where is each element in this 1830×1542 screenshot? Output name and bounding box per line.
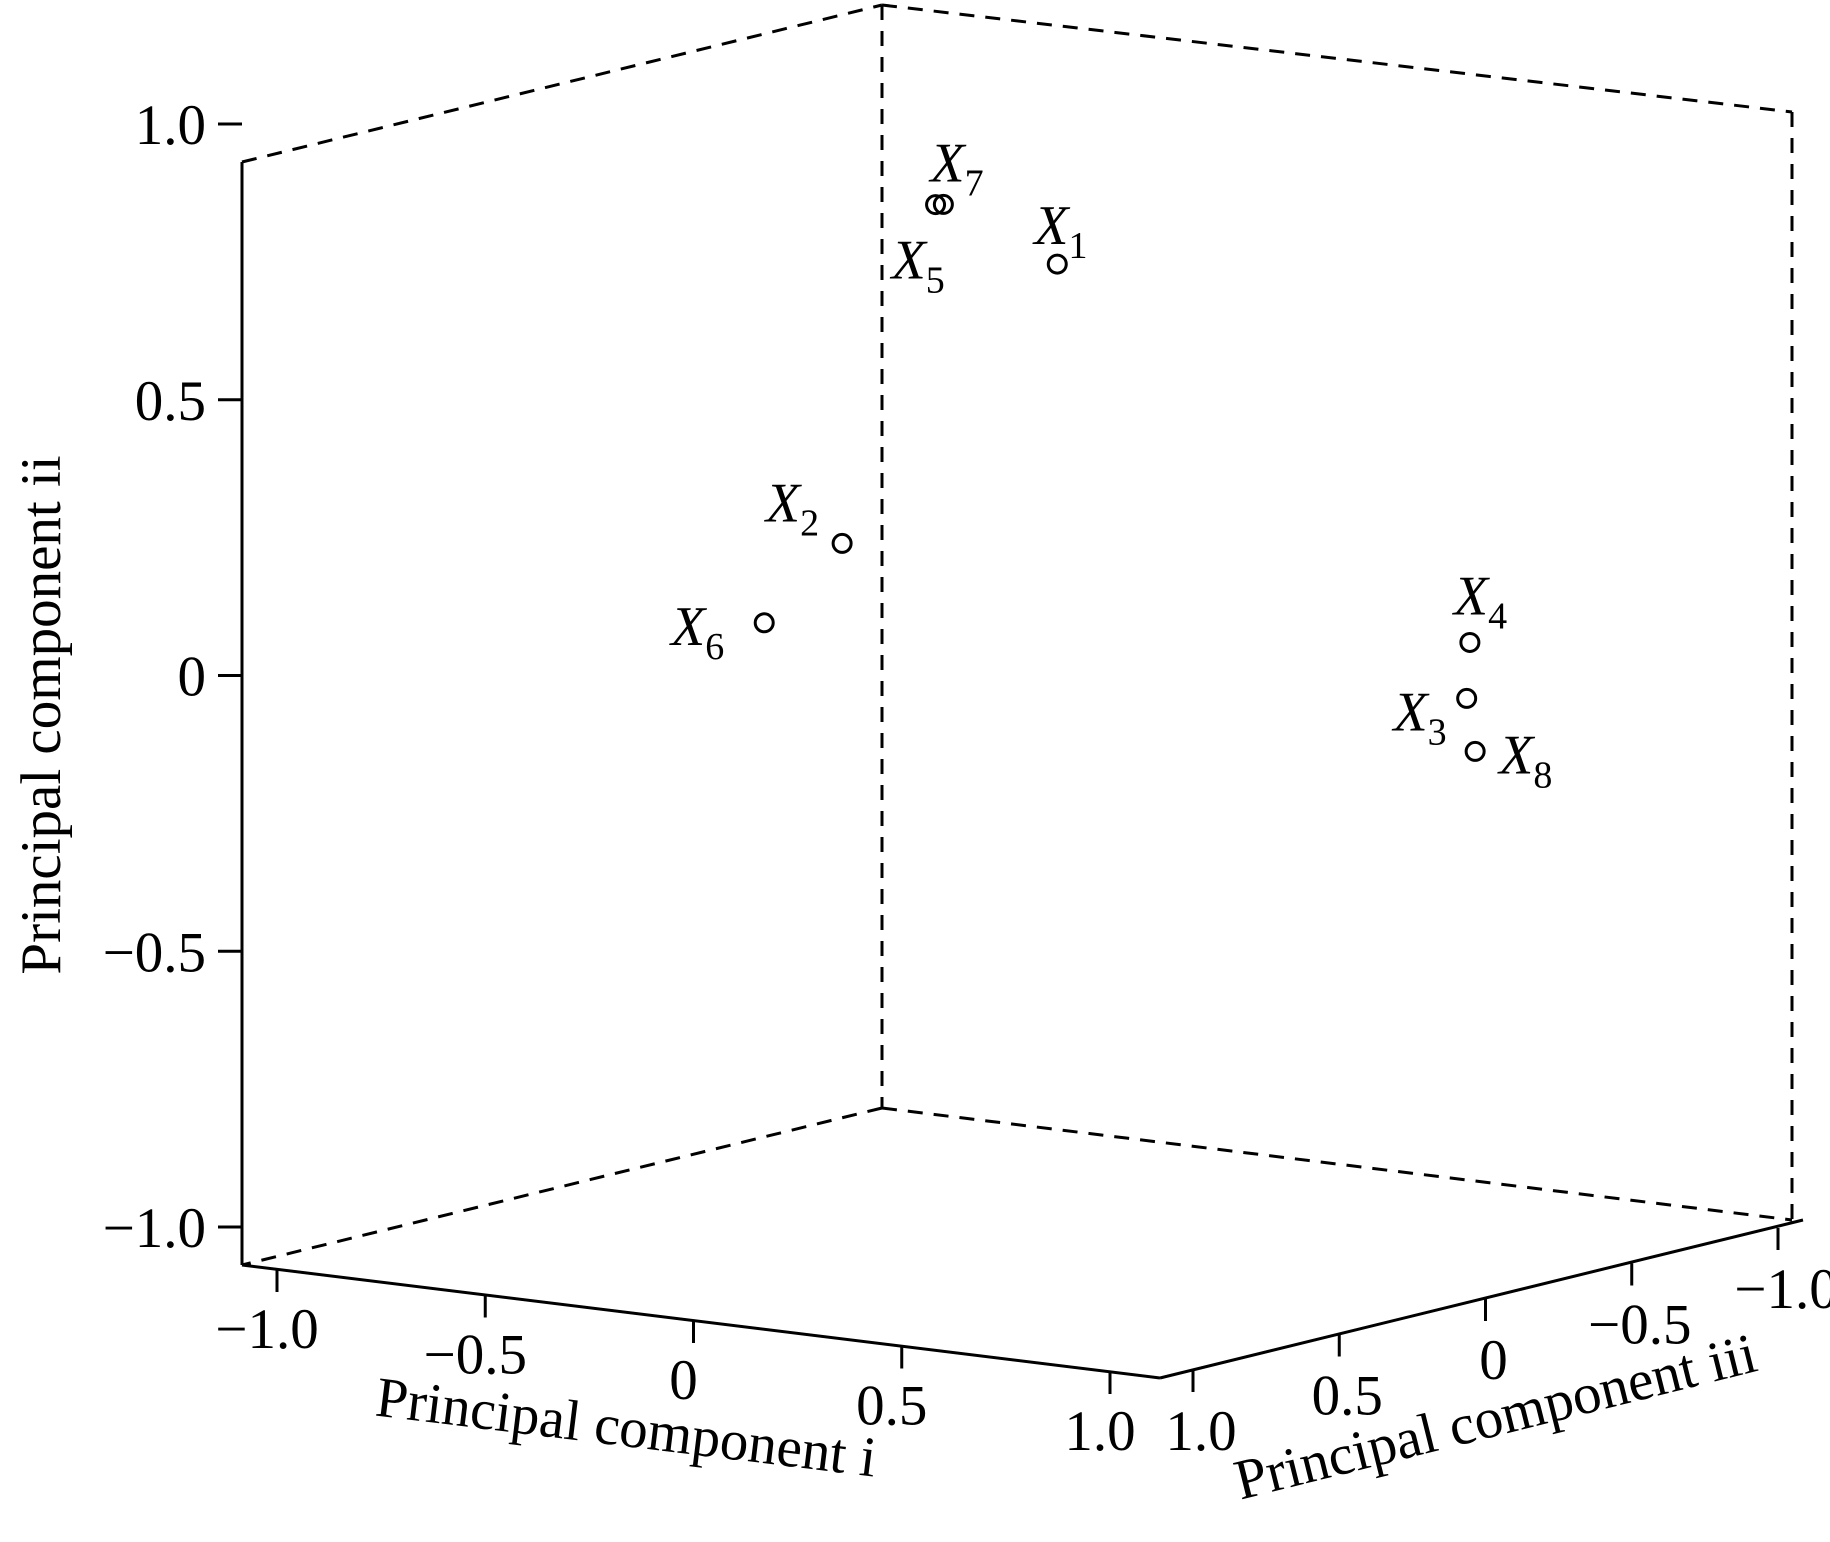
- z-tick-label: −1.0: [1734, 1258, 1830, 1321]
- data-point-label: X3: [1391, 681, 1446, 753]
- data-point-x2: [831, 532, 853, 554]
- data-point-label: X5: [890, 230, 945, 302]
- data-point-x7: [932, 193, 954, 215]
- data-point-label: X8: [1497, 724, 1552, 796]
- y-axis-title: Principal component ii: [10, 455, 73, 974]
- y-tick-label: 1.0: [135, 94, 206, 157]
- x-tick-label: 0: [669, 1349, 698, 1412]
- data-point-x8: [1464, 740, 1486, 762]
- z-axis-line: [1159, 1218, 1804, 1380]
- data-point-label: X7: [928, 132, 983, 204]
- y-axis-ticks: −1.0 −0.5 0 0.5 1.0: [103, 94, 242, 1260]
- back-edge: [881, 3, 1793, 114]
- y-tick-label: −0.5: [103, 921, 206, 984]
- x-tick-label: 0.5: [856, 1375, 927, 1438]
- data-point-x6: [753, 612, 775, 634]
- bounding-box: [240, 3, 1804, 1380]
- data-point-label: X2: [764, 472, 819, 544]
- x-axis-line: [241, 1263, 1161, 1380]
- x-axis-title: Principal component i: [373, 1366, 880, 1490]
- x-tick-label: −1.0: [215, 1298, 318, 1361]
- z-tick-label: 1.0: [1165, 1400, 1236, 1463]
- back-edges: [241, 3, 1794, 1267]
- y-tick-label: 0: [178, 646, 207, 709]
- data-point-x3: [1456, 687, 1478, 709]
- back-edge: [241, 1106, 883, 1267]
- z-tick-label: −0.5: [1588, 1294, 1691, 1357]
- x-tick-label: 1.0: [1064, 1400, 1135, 1463]
- data-point-x5: [925, 194, 947, 216]
- z-tick-label: 0.5: [1312, 1365, 1383, 1428]
- data-point-label: X4: [1452, 565, 1507, 637]
- y-tick-label: −1.0: [103, 1197, 206, 1260]
- data-point-label: X1: [1032, 195, 1087, 267]
- z-tick-label: 0: [1479, 1329, 1508, 1392]
- data-point-label: X6: [669, 596, 724, 668]
- back-edge: [881, 1106, 1793, 1222]
- z-axis-ticks: 1.0 0.5 0 −0.5 −1.0: [1165, 1228, 1830, 1463]
- back-edge: [241, 3, 883, 164]
- x-axis-ticks: −1.0 −0.5 0 0.5 1.0: [215, 1270, 1136, 1463]
- data-point-x4: [1459, 631, 1481, 653]
- x-tick-label: −0.5: [424, 1324, 527, 1387]
- y-tick-label: 0.5: [135, 370, 206, 433]
- data-point-x1: [1046, 253, 1068, 275]
